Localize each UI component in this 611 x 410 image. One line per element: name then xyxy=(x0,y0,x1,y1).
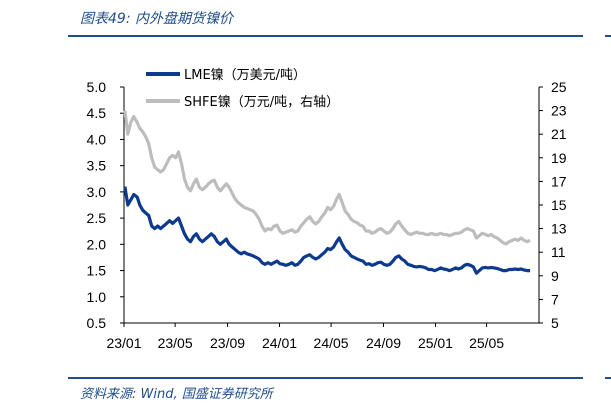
y-right-tick-label: 11 xyxy=(551,244,566,260)
y-left-tick-label: 1.0 xyxy=(87,289,107,305)
x-tick-label: 23/01 xyxy=(106,335,141,351)
x-tick-label: 25/05 xyxy=(469,335,504,351)
x-tick-label: 23/05 xyxy=(158,335,193,351)
x-tick-label: 24/05 xyxy=(314,335,349,351)
legend-label-lme: LME镍（万美元/吨） xyxy=(184,68,306,83)
y-left-tick-label: 5.0 xyxy=(87,79,107,95)
x-tick-label: 24/01 xyxy=(262,335,297,351)
y-right-tick-label: 21 xyxy=(551,126,567,142)
y-left-tick-label: 1.5 xyxy=(87,263,107,279)
y-right-tick-label: 25 xyxy=(551,79,567,95)
series-line-lme xyxy=(123,186,531,275)
y-left-tick-label: 4.5 xyxy=(87,105,107,121)
chart-legend: LME镍（万美元/吨） SHFE镍（万元/吨，右轴） xyxy=(146,68,339,110)
y-left-tick-label: 2.0 xyxy=(87,236,107,252)
bottom-rule xyxy=(68,377,583,379)
y-right-tick-label: 15 xyxy=(551,197,567,213)
top-rule xyxy=(68,35,583,37)
y-right-tick-label: 5 xyxy=(551,315,559,331)
x-tick-label: 23/09 xyxy=(210,335,245,351)
x-tick-label: 24/09 xyxy=(366,335,401,351)
series-line-shfe xyxy=(123,110,531,246)
source-note: 资料来源: Wind, 国盛证券研究所 xyxy=(80,387,273,402)
chart-axes: 5.0 4.5 4.0 3.5 3.0 2.5 2.0 1.5 1.0 0.5 25 23 21 19 17… xyxy=(87,79,567,351)
chart-series xyxy=(123,110,531,275)
figure-title: 图表49: 内外盘期货镍价 xyxy=(80,11,233,27)
y-right-tick-label: 7 xyxy=(551,291,559,307)
y-left-tick-label: 4.0 xyxy=(87,131,107,147)
y-left-tick-label: 2.5 xyxy=(87,210,107,226)
legend-label-shfe: SHFE镍（万元/吨，右轴） xyxy=(184,95,339,110)
y-right-tick-label: 13 xyxy=(551,221,567,237)
y-right-tick-label: 9 xyxy=(551,268,559,284)
y-right-tick-label: 19 xyxy=(551,150,567,166)
bottom-rule-right xyxy=(605,377,611,379)
top-rule-right xyxy=(605,35,611,37)
y-left-tick-label: 0.5 xyxy=(87,315,107,331)
y-right-tick-label: 17 xyxy=(551,173,567,189)
y-left-tick-label: 3.0 xyxy=(87,184,107,200)
x-tick-label: 25/01 xyxy=(418,335,453,351)
y-right-tick-label: 23 xyxy=(551,103,567,119)
y-left-tick-label: 3.5 xyxy=(87,158,107,174)
